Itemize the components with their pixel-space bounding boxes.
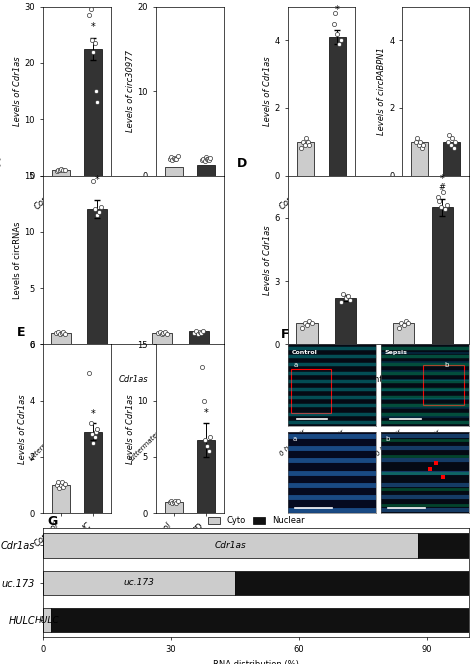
Bar <box>432 207 453 345</box>
Text: b: b <box>385 436 390 442</box>
Bar <box>52 170 70 175</box>
Bar <box>84 432 102 513</box>
Bar <box>164 167 182 175</box>
Text: Cdr1as: Cdr1as <box>118 374 148 384</box>
Text: *: * <box>335 5 340 15</box>
Text: *: * <box>440 174 445 184</box>
Bar <box>393 323 414 345</box>
Bar <box>418 533 469 558</box>
Text: Littermates: Littermates <box>130 429 163 461</box>
Text: *: * <box>91 409 96 419</box>
Y-axis label: Levels of Cdr1as: Levels of Cdr1as <box>126 394 135 463</box>
Text: 0 h repair: 0 h repair <box>279 429 307 457</box>
Text: • 16 h repair: • 16 h repair <box>310 429 346 465</box>
Text: Littermates: Littermates <box>28 429 61 461</box>
Bar <box>197 440 215 513</box>
Text: F: F <box>281 328 289 341</box>
Text: b: b <box>445 362 449 368</box>
Y-axis label: Levels of circRNAs: Levels of circRNAs <box>13 221 22 299</box>
Text: #: # <box>439 183 446 193</box>
Bar <box>335 298 356 345</box>
Text: Sepsis: Sepsis <box>385 350 408 355</box>
Text: Cdr1as: Cdr1as <box>215 540 246 550</box>
Bar <box>197 165 215 175</box>
X-axis label: RNA distribution (%): RNA distribution (%) <box>213 659 299 664</box>
Bar <box>52 485 70 513</box>
Text: uc.173: uc.173 <box>123 578 154 587</box>
Legend: Cyto, Nuclear: Cyto, Nuclear <box>204 513 308 529</box>
Y-axis label: Levels of Cdr1as: Levels of Cdr1as <box>18 394 27 463</box>
Text: HULC: HULC <box>35 616 59 625</box>
Text: IE-HuR-/-: IE-HuR-/- <box>71 429 97 455</box>
Y-axis label: Levels of circPABPN1: Levels of circPABPN1 <box>377 47 386 135</box>
Bar <box>443 141 460 175</box>
Bar <box>235 570 469 595</box>
Y-axis label: Levels of Cdr1as: Levels of Cdr1as <box>263 225 272 295</box>
Y-axis label: Levels of Cdr1as: Levels of Cdr1as <box>263 56 272 126</box>
Text: B: B <box>262 0 272 1</box>
Text: *: * <box>91 22 96 32</box>
Bar <box>153 333 173 345</box>
Bar <box>164 502 182 513</box>
Bar <box>43 608 51 633</box>
Bar <box>297 141 314 175</box>
Text: C: C <box>0 157 1 170</box>
Text: a: a <box>292 436 296 442</box>
Bar <box>43 533 418 558</box>
Text: Control: Control <box>291 350 317 355</box>
Text: G: G <box>47 515 57 528</box>
Text: Control: Control <box>363 374 394 384</box>
Text: IE-HuR-/-: IE-HuR-/- <box>173 429 199 455</box>
Bar <box>87 209 107 345</box>
Text: *: * <box>95 175 100 185</box>
Bar <box>51 608 469 633</box>
Bar <box>328 37 346 175</box>
Bar <box>43 570 235 595</box>
Bar <box>411 141 428 175</box>
Text: • 16 h repair: • 16 h repair <box>406 429 442 465</box>
Text: A: A <box>17 0 26 1</box>
Text: *: * <box>204 408 209 418</box>
Y-axis label: Levels of circ30977: Levels of circ30977 <box>126 50 135 132</box>
Bar <box>84 49 102 175</box>
Text: Cdr1as/DAPI: Cdr1as/DAPI <box>332 534 374 540</box>
Bar <box>51 333 71 345</box>
Text: D: D <box>237 157 247 170</box>
Text: 0 h repair: 0 h repair <box>375 429 403 457</box>
Y-axis label: Levels of Cdr1as: Levels of Cdr1as <box>13 56 22 126</box>
Bar <box>296 323 318 345</box>
Text: E: E <box>17 326 25 339</box>
Text: a: a <box>294 362 298 368</box>
Bar <box>189 331 209 345</box>
